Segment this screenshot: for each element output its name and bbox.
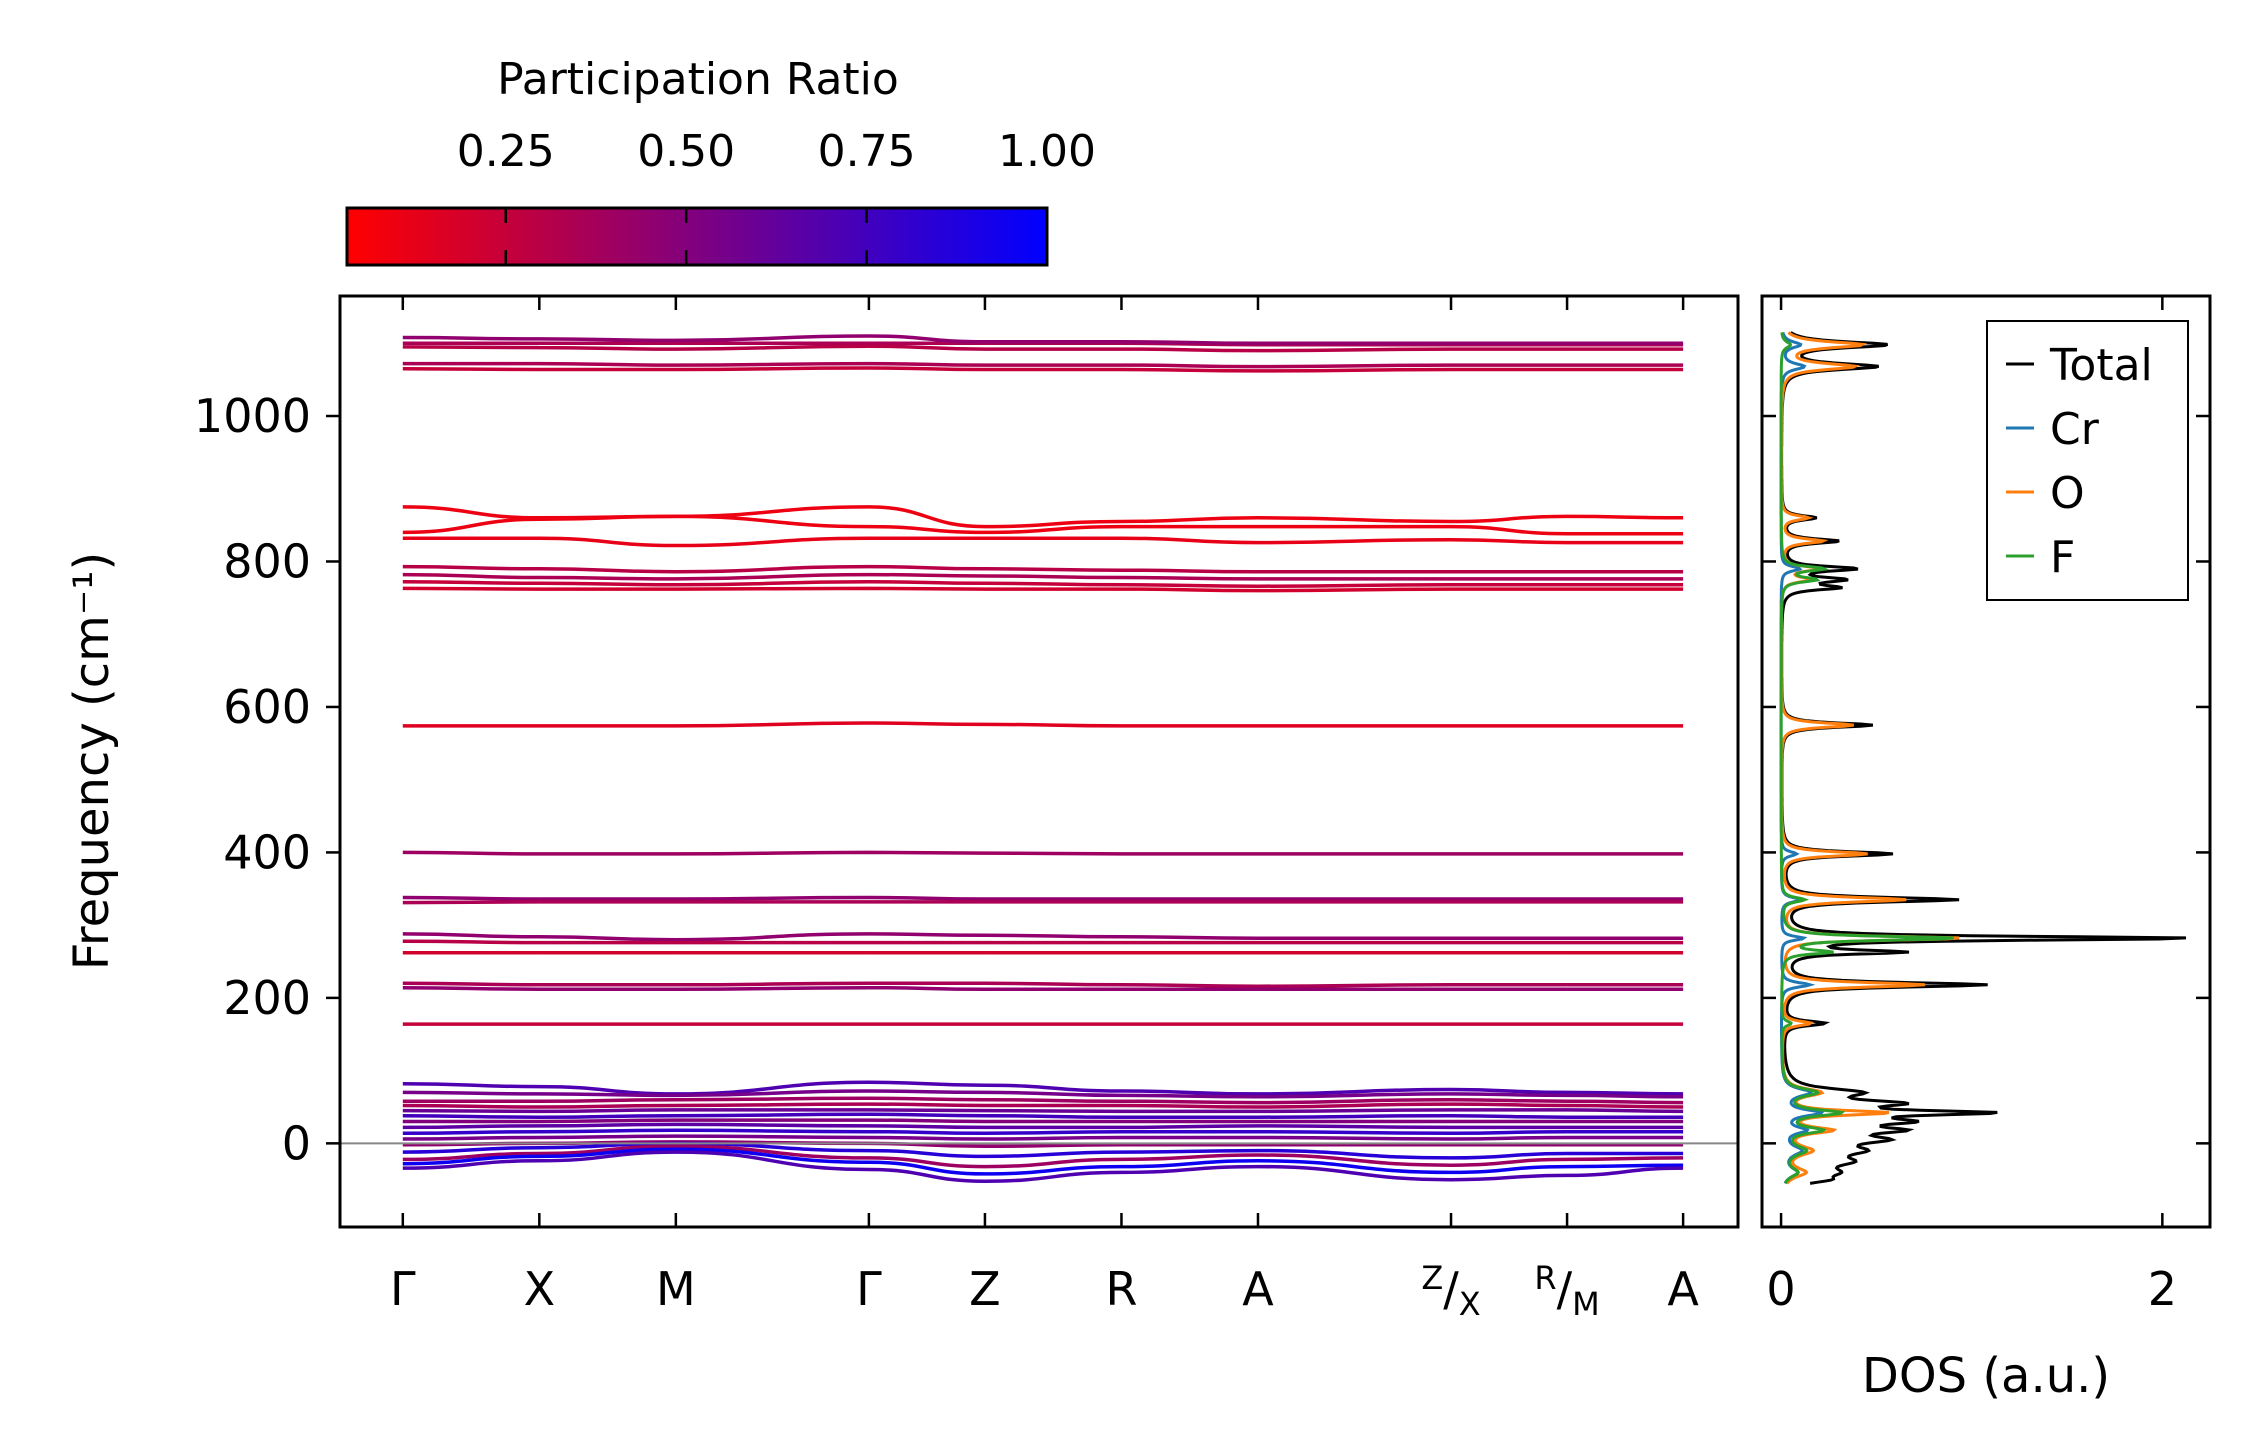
legend: Total Cr OF (1986, 320, 2189, 601)
x-tick-label: M (656, 1262, 696, 1316)
phonon-band (402, 1144, 1684, 1169)
x-tick-label: A (1667, 1262, 1699, 1316)
colorbar-ticks: 0.25 0.50 0.75 1.00 (457, 126, 1096, 265)
phonon-band (402, 1080, 1684, 1096)
colorbar-gradient (345, 206, 1049, 267)
phonon-band (402, 1141, 1684, 1160)
phonon-band (402, 1102, 1684, 1109)
phonon-band (402, 1122, 1684, 1130)
x-tick-label: Z/X (1421, 1259, 1480, 1323)
legend-label: F (2050, 532, 2075, 583)
colorbar-tick-label: 0.50 (637, 126, 735, 177)
y-tick-label: 1000 (194, 389, 311, 443)
phonon-band (402, 721, 1684, 728)
dos-x-tick-label: 0 (1766, 1262, 1795, 1316)
band-lines (402, 334, 1684, 1183)
phonon-band (402, 361, 1684, 369)
dos-curve-cr (1779, 332, 1825, 1185)
phonon-band (402, 1134, 1684, 1141)
x-tick-label-sub: X (1459, 1285, 1481, 1323)
phonon-band (402, 580, 1684, 588)
colorbar-tick-label: 0.75 (818, 126, 916, 177)
band-y-ticks: 0 200 400 600 800 1000 (194, 389, 340, 1170)
phonon-band (402, 895, 1684, 901)
band-frame (338, 294, 1740, 1229)
phonon-band (402, 572, 1684, 581)
x-tick-label: Γ (390, 1262, 416, 1316)
phonon-band (402, 586, 1684, 593)
phonon-band (402, 900, 1684, 905)
phonon-band (402, 939, 1684, 945)
phonon-band (402, 1118, 1684, 1124)
y-tick-label: 600 (223, 680, 311, 734)
x-tick-label-sub: M (1572, 1285, 1600, 1323)
phonon-band (402, 981, 1684, 988)
legend-box (1986, 320, 2189, 601)
band-x-ticks: Γ X M Γ Z R A Z/XR/M A (390, 296, 1699, 1323)
legend-items: Total Cr OF (2006, 340, 2153, 583)
phonon-band (402, 1096, 1684, 1105)
phonon-band (402, 1150, 1684, 1183)
y-tick-label: 800 (223, 534, 311, 588)
x-tick-label: Z (969, 1262, 1001, 1316)
y-axis-label: Frequency (cm⁻¹) (64, 552, 120, 970)
phonon-band (402, 366, 1684, 373)
phonon-band (402, 985, 1684, 991)
phonon-band (402, 344, 1684, 353)
colorbar: Participation Ratio 0.25 0.50 0.75 1.00 (345, 54, 1096, 267)
phonon-band (402, 564, 1684, 574)
phonon-band (402, 932, 1684, 942)
phonon-band (402, 1108, 1684, 1114)
x-tick-label: A (1242, 1262, 1274, 1316)
x-tick-label: R/M (1534, 1259, 1599, 1323)
phonon-band (402, 1112, 1684, 1119)
x-tick-label-sup: Z (1421, 1259, 1443, 1297)
x-tick-label-slash: / (1557, 1262, 1573, 1316)
colorbar-title: Participation Ratio (497, 54, 899, 105)
phonon-band (402, 850, 1684, 856)
legend-label: Total (2049, 340, 2153, 391)
x-tick-label: Γ (856, 1262, 882, 1316)
x-tick-label-sup: R (1534, 1259, 1556, 1297)
dos-curve-o (1779, 331, 1960, 1185)
x-tick-label: R (1105, 1262, 1137, 1316)
y-tick-label: 200 (223, 971, 311, 1025)
dos-frame (1760, 294, 2212, 1229)
dos-x-tick-label: 2 (2148, 1262, 2177, 1316)
phonon-band (402, 1128, 1684, 1135)
phonon-band (402, 536, 1684, 548)
phonon-band (402, 1089, 1684, 1099)
legend-label: O (2050, 468, 2085, 519)
legend-label: Cr (2050, 404, 2100, 455)
colorbar-tick-label: 0.25 (457, 126, 555, 177)
dos-x-axis-label: DOS (a.u.) (1862, 1348, 2110, 1404)
x-tick-label: X (524, 1262, 556, 1316)
dos-curve-f (1779, 332, 1954, 1185)
colorbar-tick-label: 1.00 (998, 126, 1096, 177)
x-tick-label-slash: / (1443, 1262, 1459, 1316)
phonon-band (402, 514, 1684, 536)
y-tick-label: 0 (282, 1116, 311, 1170)
phonon-band (402, 334, 1684, 346)
dos-lines (1779, 331, 2187, 1185)
y-tick-label: 400 (223, 825, 311, 879)
phonon-band (402, 1147, 1684, 1176)
